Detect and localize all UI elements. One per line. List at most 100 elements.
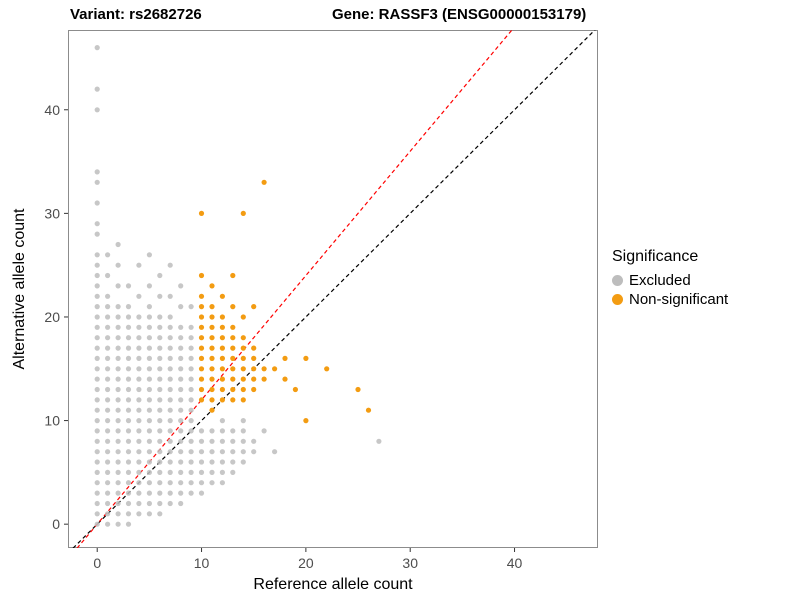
data-point: [125, 490, 132, 496]
data-point: [230, 335, 236, 341]
data-point: [198, 272, 205, 279]
data-point: [125, 521, 132, 527]
data-point: [198, 459, 205, 465]
data-point: [167, 386, 173, 393]
data-point: [125, 438, 132, 444]
data-point: [230, 324, 236, 330]
legend-title: Significance: [612, 248, 699, 265]
x-tick-label: 10: [194, 555, 210, 571]
data-point: [178, 345, 184, 351]
data-point: [219, 314, 225, 320]
data-point: [272, 449, 278, 455]
data-point: [240, 449, 246, 455]
y-tick-label: 10: [44, 413, 60, 429]
legend-item-nonsignificant: Non-significant: [612, 291, 728, 308]
data-point: [136, 428, 142, 434]
data-point: [94, 449, 100, 455]
data-point: [105, 428, 111, 434]
data-point: [355, 386, 361, 393]
data-point: [178, 480, 184, 486]
data-point: [105, 386, 111, 393]
data-point: [136, 407, 142, 413]
data-point: [167, 293, 173, 299]
data-point: [230, 397, 236, 403]
data-point: [157, 345, 163, 351]
data-point: [115, 428, 121, 434]
data-point: [251, 449, 257, 455]
data-point: [198, 355, 205, 361]
data-point: [115, 469, 121, 475]
data-point: [230, 449, 236, 455]
data-point: [261, 376, 267, 382]
data-point: [94, 231, 100, 237]
data-point: [94, 324, 100, 330]
data-point: [115, 376, 121, 382]
data-point: [115, 480, 121, 486]
data-point: [178, 304, 184, 310]
data-point: [146, 345, 152, 351]
data-point: [157, 418, 163, 424]
data-point: [94, 490, 100, 496]
data-point: [251, 438, 257, 444]
data-point: [209, 376, 215, 382]
data-point: [115, 262, 121, 268]
plot-panel-border: [68, 30, 598, 548]
data-point: [136, 324, 142, 330]
data-point: [240, 386, 246, 393]
data-point: [136, 262, 142, 268]
data-point: [219, 459, 225, 465]
legend: Significance Excluded Non-significant: [612, 248, 728, 310]
data-point: [240, 210, 246, 216]
data-point: [251, 355, 257, 361]
data-point: [146, 418, 152, 424]
data-point: [146, 407, 152, 413]
data-point: [167, 449, 173, 455]
nonsignificant-swatch-icon: [612, 294, 623, 305]
data-point: [167, 469, 173, 475]
data-point: [94, 107, 100, 113]
data-point: [94, 407, 100, 413]
excluded-swatch-icon: [612, 275, 623, 286]
data-point: [94, 293, 100, 299]
data-point: [125, 500, 132, 507]
data-point: [105, 397, 111, 403]
data-point: [115, 314, 121, 320]
data-point: [94, 262, 100, 268]
data-point: [136, 366, 142, 372]
data-point: [105, 293, 111, 299]
data-point: [167, 314, 173, 320]
data-point: [376, 438, 382, 444]
data-point: [178, 459, 184, 465]
data-point: [230, 272, 236, 279]
data-point: [115, 511, 121, 517]
data-point: [105, 418, 111, 424]
legend-item-excluded: Excluded: [612, 272, 728, 289]
data-point: [125, 386, 132, 393]
data-point: [146, 438, 152, 444]
data-point: [365, 407, 372, 413]
identity-line: [72, 30, 596, 548]
data-point: [94, 438, 100, 444]
data-point: [157, 272, 163, 279]
data-point: [198, 293, 205, 299]
data-point: [198, 480, 205, 486]
data-point: [188, 366, 194, 372]
data-point: [115, 241, 121, 248]
data-point: [219, 324, 225, 330]
data-point: [94, 500, 100, 507]
data-point: [240, 418, 246, 424]
y-tick-label: 20: [44, 309, 60, 325]
data-point: [157, 459, 163, 465]
data-point: [115, 386, 121, 393]
data-point: [167, 490, 173, 496]
data-point: [146, 386, 152, 393]
data-point: [251, 345, 257, 351]
data-point: [157, 335, 163, 341]
data-point: [94, 459, 100, 465]
data-point: [178, 397, 184, 403]
legend-item-label-excluded: Excluded: [629, 272, 691, 289]
data-point: [178, 418, 184, 424]
data-point: [303, 355, 309, 361]
